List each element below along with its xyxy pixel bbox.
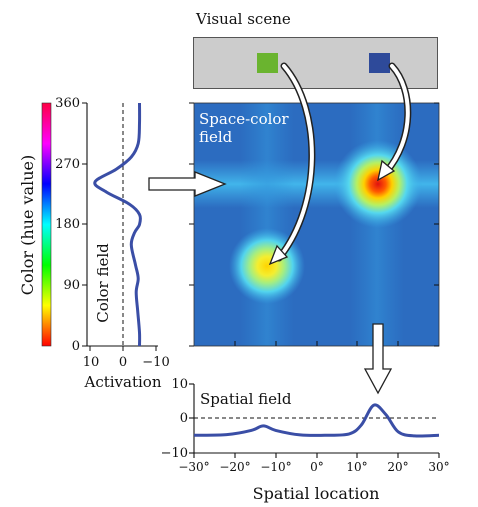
color-field-xlabel: Activation bbox=[84, 373, 162, 391]
green-square bbox=[257, 53, 278, 73]
spatial-xtick-neg10: −10° bbox=[260, 460, 291, 474]
hue-colorbar bbox=[41, 102, 52, 347]
color-xtick-0: 0 bbox=[119, 355, 127, 370]
spatial-xtick-0: 0° bbox=[310, 460, 324, 474]
spatial-ytick-neg10: −10 bbox=[161, 446, 188, 461]
space-color-field-title-line2: field bbox=[199, 128, 233, 146]
blue-square bbox=[369, 53, 390, 73]
color-ytick-90: 90 bbox=[63, 278, 80, 293]
color-field-curve bbox=[93, 102, 142, 347]
spatial-ytick-10: 10 bbox=[171, 377, 188, 392]
space-color-field-title: Space-color field bbox=[199, 110, 289, 146]
visual-scene-panel bbox=[193, 37, 438, 89]
color-field-axes bbox=[82, 102, 158, 351]
spatial-field-curve bbox=[193, 403, 440, 438]
spatial-field-title: Spatial field bbox=[200, 390, 292, 408]
peak-red bbox=[334, 140, 422, 228]
color-ytick-270: 270 bbox=[55, 157, 80, 172]
color-ytick-0: 0 bbox=[72, 339, 80, 354]
spatial-xtick-30: 30° bbox=[428, 460, 449, 474]
space-color-field-title-line1: Space-color bbox=[199, 110, 289, 128]
color-to-field-arrow bbox=[148, 171, 227, 197]
space-color-field-heatmap bbox=[193, 102, 440, 347]
color-ytick-180: 180 bbox=[55, 217, 80, 232]
color-ytick-360: 360 bbox=[55, 96, 80, 111]
spatial-xtick-neg20: −20° bbox=[219, 460, 250, 474]
color-xtick-neg10: −10 bbox=[142, 355, 169, 370]
color-field-title: Color field bbox=[94, 243, 112, 323]
color-field-ylabel: Color (hue value) bbox=[18, 155, 37, 295]
scene-to-field-arrows bbox=[268, 62, 412, 266]
spatial-ytick-0: 0 bbox=[180, 411, 188, 426]
spatial-xtick-10: 10° bbox=[346, 460, 367, 474]
spatial-xtick-20: 20° bbox=[387, 460, 408, 474]
visual-scene-title: Visual scene bbox=[196, 10, 291, 28]
spatial-xtick-neg30: −30° bbox=[178, 460, 209, 474]
spatial-field-xlabel: Spatial location bbox=[253, 484, 380, 503]
field-to-spatial-arrow bbox=[363, 323, 393, 395]
color-xtick-10: 10 bbox=[83, 355, 100, 370]
